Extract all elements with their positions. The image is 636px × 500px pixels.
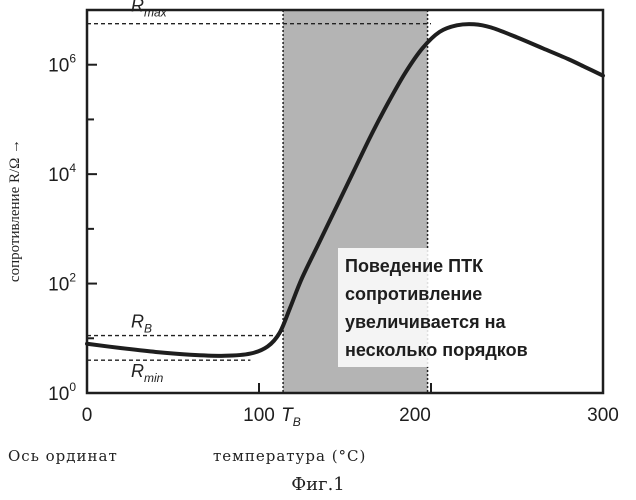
y-tick-label: 102 xyxy=(48,271,76,296)
ptc-resistance-chart: RmaxRBRminПоведение ПТКсопротивлениеувел… xyxy=(0,0,636,440)
y-tick-label: 104 xyxy=(48,161,76,186)
x-tick-label: 300 xyxy=(587,405,619,426)
x-tick-label: 200 xyxy=(399,405,431,426)
y-tick-label-exp: 0 xyxy=(69,380,76,394)
reference-label-sub: max xyxy=(144,6,168,20)
y-tick-label-base: 10 xyxy=(48,384,69,405)
y-tick-label-exp: 4 xyxy=(69,161,76,175)
reference-label-sub: min xyxy=(144,371,164,385)
vertical-marker-label: TB xyxy=(281,405,301,429)
reference-label-base: R xyxy=(131,312,144,332)
reference-line-label: RB xyxy=(131,312,152,336)
y-tick-label-exp: 2 xyxy=(69,271,76,285)
reference-label-base: R xyxy=(131,0,144,16)
reference-label-sub: B xyxy=(144,322,152,336)
vertical-marker-label-sub: B xyxy=(293,415,301,429)
reference-label-base: R xyxy=(131,361,144,381)
x-tick-label: 0 xyxy=(82,405,93,426)
annotation-box: Поведение ПТК сопротивление увеличивается … xyxy=(338,248,566,367)
y-tick-label-exp: 6 xyxy=(69,52,76,66)
y-tick-label-base: 10 xyxy=(48,275,69,296)
x-tick-label: 100 xyxy=(243,405,275,426)
y-tick-label: 100 xyxy=(48,380,76,405)
figure-caption: Фиг.1 xyxy=(0,474,636,495)
annotation-line: несколько порядков xyxy=(345,340,528,360)
axis-note: Ось ординат xyxy=(8,447,118,465)
annotation-line: Поведение ПТК xyxy=(345,256,484,276)
x-axis-label: температура (°C) xyxy=(213,447,366,465)
y-tick-label: 106 xyxy=(48,52,76,77)
annotation-line: сопротивление xyxy=(345,284,482,304)
y-tick-label-base: 10 xyxy=(48,56,69,77)
annotation-line: увеличивается на xyxy=(345,312,506,332)
reference-line-label: Rmin xyxy=(131,361,164,385)
y-tick-label-base: 10 xyxy=(48,165,69,186)
